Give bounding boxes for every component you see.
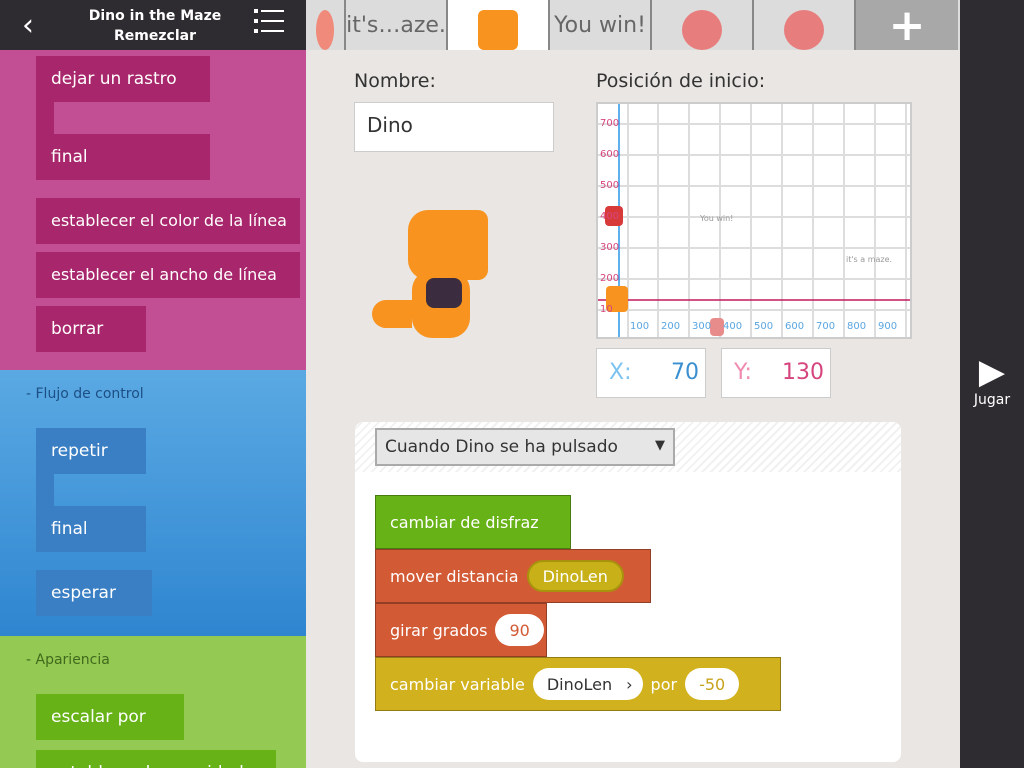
right-bar: ▶ Jugar xyxy=(960,0,1024,768)
variable-pill[interactable]: DinoLen xyxy=(526,560,624,592)
x-tick: 200 xyxy=(661,321,681,332)
dropdown-arrow-icon: ▼ xyxy=(655,438,665,453)
x-tick: 900 xyxy=(878,321,898,332)
pepper-thumb-icon xyxy=(682,10,722,50)
dino-thumb-icon xyxy=(478,10,518,50)
y-value[interactable]: 130 xyxy=(782,360,824,385)
control-label: - Flujo de control xyxy=(26,386,144,402)
y-tick: 400 xyxy=(600,211,620,222)
y-axis-ticks: 700 600 500 400 300 200 10 xyxy=(600,108,619,325)
dino-costume[interactable] xyxy=(368,200,498,345)
looks-label: - Apariencia xyxy=(26,652,110,668)
x-axis-ticks: 100 200 300 400 500 600 700 800 900 xyxy=(630,321,909,332)
grid-text-you-win: You win! xyxy=(700,214,734,223)
scene-tab[interactable]: it's…aze. xyxy=(346,0,448,50)
block-repeat[interactable]: repetir xyxy=(36,428,146,474)
looks-section: - Apariencia escalar por establecer la o… xyxy=(0,636,306,768)
y-tick: 200 xyxy=(600,273,620,284)
control-section: - Flujo de control repetir final esperar xyxy=(0,370,306,636)
x-label: X: xyxy=(609,360,632,385)
block-set-opacity[interactable]: establecer la opacidad xyxy=(36,750,276,768)
x-value[interactable]: 70 xyxy=(671,360,699,385)
scene-tab[interactable] xyxy=(754,0,856,50)
degrees-input[interactable]: 90 xyxy=(495,614,544,646)
block-pen-down[interactable]: dejar un rastro xyxy=(36,56,210,102)
x-tick: 100 xyxy=(630,321,650,332)
remix-label[interactable]: Remezclar xyxy=(114,28,196,44)
scene-tab-dino[interactable] xyxy=(448,0,550,50)
y-tick: 10 xyxy=(600,304,613,315)
by-label: por xyxy=(650,674,678,694)
play-label: Jugar xyxy=(973,392,1011,408)
event-select[interactable]: Cuando Dino se ha pulsado ▼ xyxy=(375,428,675,466)
y-tick: 500 xyxy=(600,180,620,191)
name-label: Nombre: xyxy=(354,70,436,92)
add-scene-button[interactable]: + xyxy=(856,0,958,50)
scene-tab[interactable]: You win! xyxy=(550,0,652,50)
y-tick: 600 xyxy=(600,149,620,160)
x-tick: 600 xyxy=(785,321,805,332)
sprite-editor: Nombre: Dino Posición de inicio: 700 600 5… xyxy=(306,50,960,768)
scene-tabs: it's…aze. You win! + xyxy=(306,0,960,50)
x-field[interactable]: X: 70 xyxy=(596,348,706,398)
y-label: Y: xyxy=(734,360,752,385)
script-header: Cuando Dino se ha pulsado ▼ xyxy=(355,422,901,472)
block-end[interactable]: final xyxy=(36,506,146,552)
block-clear[interactable]: borrar xyxy=(36,306,146,352)
block-change-variable[interactable]: cambiar variable DinoLen › por -50 xyxy=(375,657,781,711)
scene-tab[interactable] xyxy=(652,0,754,50)
position-grid[interactable]: 700 600 500 400 300 200 10 100 200 300 400 500 600 7… xyxy=(596,102,912,339)
list-icon[interactable] xyxy=(254,9,284,40)
block-palette: dejar un rastro final establecer el colo… xyxy=(0,50,306,768)
block-label: cambiar variable xyxy=(390,674,525,694)
variable-name: DinoLen xyxy=(546,674,613,694)
y-tick: 700 xyxy=(600,118,620,129)
block-wait[interactable]: esperar xyxy=(36,570,152,616)
scene-tab[interactable] xyxy=(306,0,346,50)
title: Dino in the Maze xyxy=(88,8,222,24)
block-end[interactable]: final xyxy=(36,134,210,180)
y-field[interactable]: Y: 130 xyxy=(721,348,831,398)
block-change-costume[interactable]: cambiar de disfraz xyxy=(375,495,571,549)
grid-text-maze: it's a maze. xyxy=(846,255,893,264)
block-set-line-width[interactable]: establecer el ancho de línea xyxy=(36,252,300,298)
block-scale-by[interactable]: escalar por xyxy=(36,694,184,740)
x-tick: 500 xyxy=(754,321,774,332)
block-label: cambiar de disfraz xyxy=(390,512,539,532)
project-title: Dino in the Maze Remezclar xyxy=(70,6,240,46)
x-tick: 400 xyxy=(723,321,743,332)
block-label: mover distancia xyxy=(390,566,519,586)
block-label: girar grados xyxy=(390,620,488,640)
block-turn-degrees[interactable]: girar grados 90 xyxy=(375,603,547,657)
grid-svg xyxy=(598,104,910,337)
script-area[interactable]: Cuando Dino se ha pulsado ▼ cambiar de di… xyxy=(355,422,901,762)
play-icon: ▶ xyxy=(978,352,1006,392)
project-header: ‹ Dino in the Maze Remezclar xyxy=(0,0,306,50)
x-tick: 300 xyxy=(692,321,712,332)
y-tick: 300 xyxy=(600,242,620,253)
character-thumb-icon xyxy=(316,10,334,50)
pen-section: dejar un rastro final establecer el colo… xyxy=(0,50,306,370)
variable-select[interactable]: DinoLen › xyxy=(532,668,643,700)
event-label: Cuando Dino se ha pulsado xyxy=(385,437,618,457)
back-button[interactable]: ‹ xyxy=(22,8,34,43)
amount-input[interactable]: -50 xyxy=(685,668,740,700)
start-position-label: Posición de inicio: xyxy=(596,70,766,92)
block-move-distance[interactable]: mover distancia DinoLen xyxy=(375,549,651,603)
x-tick: 700 xyxy=(816,321,836,332)
chevron-right-icon: › xyxy=(626,674,633,694)
block-set-line-color[interactable]: establecer el color de la línea xyxy=(36,198,300,244)
pepper-thumb-icon xyxy=(784,10,824,50)
play-button[interactable]: ▶ Jugar xyxy=(960,352,1024,408)
x-tick: 800 xyxy=(847,321,867,332)
name-input[interactable]: Dino xyxy=(354,102,554,152)
